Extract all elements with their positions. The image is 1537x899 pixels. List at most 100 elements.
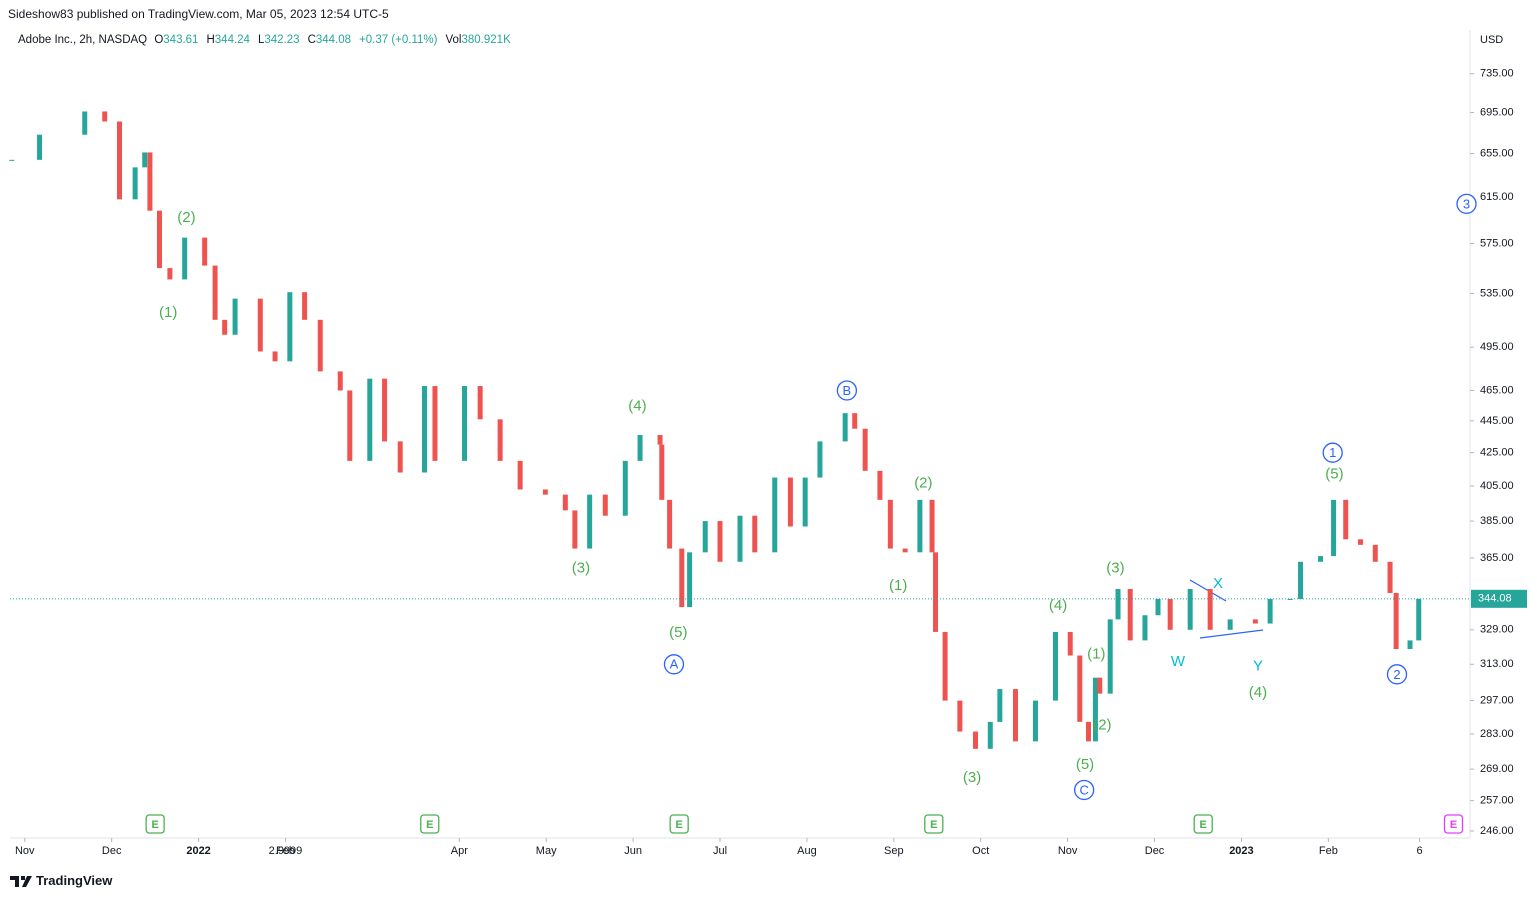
candle [973, 731, 979, 749]
candle [572, 510, 578, 549]
wave-label: (5) [1325, 465, 1343, 482]
earnings-marker [669, 814, 689, 834]
candle [1331, 499, 1337, 557]
x-tick-label: Apr [451, 845, 468, 857]
candle [132, 167, 138, 200]
candle [887, 499, 893, 549]
candle [102, 111, 108, 122]
x-tick-label: Jun [624, 845, 642, 857]
x-tick-label: Feb [276, 845, 295, 857]
earnings-label: E [426, 819, 433, 831]
candle [1187, 588, 1193, 630]
candle [1052, 631, 1058, 701]
candle [717, 521, 723, 562]
y-tick-label: 445.00 [1480, 415, 1514, 427]
currency-label: USD [1480, 34, 1503, 46]
candle [517, 460, 523, 490]
candle [902, 548, 908, 553]
candle [397, 441, 403, 473]
candle [562, 494, 568, 511]
y-tick-label: 269.00 [1480, 763, 1514, 775]
wave-circle [1322, 442, 1343, 463]
wave-label: C [1079, 782, 1088, 797]
candle [202, 237, 208, 266]
x-tick-label: 2023 [1229, 845, 1253, 857]
candle [156, 210, 162, 269]
x-tick-label: May [536, 845, 557, 857]
candle [1067, 631, 1073, 656]
wave-label: Y [1253, 657, 1263, 674]
candle [382, 378, 388, 442]
change: +0.37 (+0.11%) [359, 34, 438, 46]
wave-label: (1) [159, 304, 177, 321]
earnings-marker [1443, 814, 1464, 834]
y-tick-label: 297.00 [1480, 695, 1514, 707]
candle [462, 386, 468, 461]
candle [317, 319, 323, 372]
x-tick-label: Oct [972, 845, 989, 857]
candle [1387, 561, 1393, 593]
candle [1416, 598, 1422, 641]
last-price-tag [1471, 589, 1527, 608]
ohlc-key: O [154, 34, 164, 46]
ohlc-key: L [257, 34, 265, 46]
earnings-marker [145, 814, 165, 834]
candle [497, 419, 503, 461]
wave-circle [1456, 193, 1477, 215]
candle [942, 631, 948, 701]
last-price-label: 344.08 [1478, 593, 1512, 605]
candle [862, 428, 868, 471]
x-tick-label: 2022 [186, 845, 210, 857]
candle [679, 548, 685, 608]
y-tick-label: 283.00 [1480, 728, 1514, 740]
candle [212, 265, 218, 320]
y-tick-label: 385.00 [1480, 515, 1514, 527]
logo [10, 875, 32, 887]
y-tick-label: 575.00 [1480, 237, 1514, 249]
earnings-label: E [1200, 819, 1207, 831]
wave-circle [663, 654, 685, 675]
candle [1227, 619, 1233, 630]
plot-area [10, 30, 1470, 838]
candle [1127, 588, 1133, 641]
candle [117, 121, 122, 200]
wave-circle [1073, 779, 1095, 801]
candle [772, 477, 778, 553]
x-tick-label: Dec [102, 845, 122, 857]
ohlc-key: H [206, 34, 215, 46]
candle [659, 444, 665, 500]
candle [817, 441, 823, 478]
earnings-label: E [1450, 819, 1457, 831]
candle [1407, 640, 1413, 650]
candle [802, 477, 808, 527]
wave-label: (3) [1106, 559, 1124, 576]
candle [347, 390, 353, 461]
candle [987, 721, 993, 749]
candle [667, 499, 673, 549]
wave-label: W [1171, 653, 1186, 670]
candle [787, 477, 793, 527]
wave-label: (3) [572, 559, 590, 576]
y-tick-label: 695.00 [1480, 106, 1514, 118]
candle [222, 319, 228, 335]
candle [302, 292, 308, 320]
wave-label: (2) [1093, 716, 1111, 733]
wave-label: (2) [177, 209, 195, 226]
candle [637, 435, 643, 461]
wave-label: (4) [628, 397, 646, 414]
wave-label: X [1213, 575, 1223, 592]
earnings-marker [924, 814, 944, 834]
candle [432, 386, 438, 461]
x-tick-label: Jul [713, 845, 727, 857]
candle [1167, 598, 1173, 630]
wave-label: (1) [1087, 645, 1105, 662]
legend: Adobe Inc., 2h, NASDAQ O343.61 H344.24 L34… [18, 34, 515, 46]
candle [1252, 619, 1258, 624]
x-tick-label: Dec [1145, 845, 1165, 857]
candle [82, 111, 88, 135]
wave-circle [1386, 664, 1408, 685]
candle [852, 413, 858, 429]
candle [422, 386, 428, 473]
brand: TradingView [36, 873, 113, 888]
